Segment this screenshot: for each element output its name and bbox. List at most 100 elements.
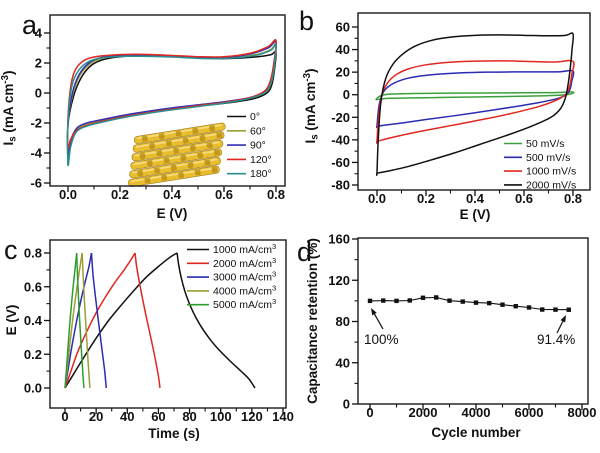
legend-item-90-: 90° bbox=[227, 140, 266, 152]
fiber-weave-shadow bbox=[199, 135, 206, 142]
fiber-weave-shadow bbox=[180, 154, 187, 161]
annotation-arrow-line bbox=[556, 319, 565, 334]
fiber-rod-highlight bbox=[135, 132, 221, 148]
data-point-marker bbox=[394, 298, 399, 304]
legend-label: 1000 mV/s bbox=[526, 166, 576, 178]
fiber-weave-shadow bbox=[197, 152, 204, 159]
inset-fiber-rod bbox=[131, 139, 224, 162]
legend-label: 50 mV/s bbox=[526, 138, 565, 150]
x-tick-label: 120 bbox=[241, 409, 263, 424]
panel-a-chart: 0.0 0.2 0.4 0.6 0.8 -6 -4 -2 0 2 4 E (V) Is (mA cm-3… bbox=[0, 14, 286, 221]
x-tick-label: 2000 bbox=[409, 405, 438, 420]
legend-item-1000-mv-s: 1000 mV/s bbox=[504, 166, 576, 178]
y-tick-label: 0.8 bbox=[24, 246, 42, 261]
x-axis-title: E (V) bbox=[460, 207, 491, 222]
y-tick-label: -4 bbox=[30, 146, 42, 161]
y-axis-title: E (V) bbox=[4, 305, 19, 336]
annotation-text: 100% bbox=[364, 332, 399, 347]
y-tick-label: 40 bbox=[336, 42, 350, 57]
fiber-weave-shadow bbox=[211, 166, 218, 173]
series-group bbox=[64, 252, 256, 389]
legend-label: 500 mV/s bbox=[526, 152, 570, 164]
series-curve-5000-ma-cm- bbox=[64, 252, 78, 389]
fiber-weave-shadow bbox=[137, 170, 144, 177]
annotation-text: 91.4% bbox=[537, 332, 575, 347]
axis-ticks: 0.0 0.2 0.4 0.6 0.8 -80 -60 -40 -20 0 20 40 60 bbox=[331, 20, 582, 207]
x-tick-label: 0.6 bbox=[215, 187, 233, 202]
x-tick-label: 40 bbox=[120, 409, 134, 424]
fiber-weave-shadow bbox=[158, 133, 165, 140]
inset-weave-group bbox=[128, 122, 226, 187]
panel-label-c: c bbox=[4, 235, 18, 265]
plot-frame bbox=[357, 237, 589, 405]
inset-fiber-rod bbox=[128, 165, 220, 187]
legend-item-500-mv-s: 500 mV/s bbox=[504, 152, 570, 164]
series-curve-2000-ma-cm- bbox=[64, 252, 136, 389]
fiber-weave-shadow bbox=[187, 162, 194, 169]
panel-label-b: b bbox=[299, 6, 315, 36]
x-tick-label: 20 bbox=[89, 409, 103, 424]
legend-label: 1000 mA/cm3 bbox=[213, 242, 276, 256]
data-point-marker bbox=[553, 307, 558, 312]
plot-frame bbox=[49, 239, 287, 409]
y-tick-label: 160 bbox=[328, 232, 350, 247]
panel-c-chart: 0 20 40 60 80 100 120 140 0.0 0.2 0.4 0.6 0.8 Time (s… bbox=[4, 239, 294, 441]
fiber-weave-shadow bbox=[173, 147, 180, 154]
fiber-weave-shadow bbox=[154, 167, 161, 174]
y-tick-label: 0.4 bbox=[24, 313, 43, 328]
axis-ticks: 0 2000 4000 6000 8000 0 40 80 120 160 bbox=[328, 232, 596, 421]
series-curve-1000-mv-s bbox=[375, 59, 575, 144]
series-curve-180- bbox=[66, 43, 277, 167]
data-point-marker bbox=[381, 298, 386, 303]
data-point-marker bbox=[487, 300, 492, 306]
panel-label-a: a bbox=[22, 10, 38, 40]
legend-item-5000-ma-cm-: 5000 mA/cm3 bbox=[187, 297, 276, 311]
panel-label-d: d bbox=[297, 237, 313, 267]
inset-fiber-rod bbox=[132, 131, 225, 153]
data-point-marker bbox=[367, 298, 373, 304]
y-tick-label: -40 bbox=[331, 132, 350, 147]
legend-label: 2000 mV/s bbox=[526, 179, 576, 191]
fiber-weave-shadow bbox=[144, 177, 151, 184]
series-curve-1000-ma-cm- bbox=[176, 252, 256, 389]
y-tick-label: 40 bbox=[336, 355, 350, 370]
x-tick-label: 0.0 bbox=[368, 191, 386, 206]
panel-d-chart: 0 2000 4000 6000 8000 0 40 80 120 160 Cycle number… bbox=[305, 232, 596, 441]
data-point-marker bbox=[434, 295, 439, 300]
legend-item-2000-ma-cm-: 2000 mA/cm3 bbox=[187, 256, 276, 270]
legend-item-50-mv-s: 50 mV/s bbox=[504, 138, 565, 150]
x-tick-label: 100 bbox=[210, 409, 232, 424]
x-tick-label: 0.2 bbox=[417, 191, 435, 206]
series-line-capacitance-retention bbox=[369, 296, 569, 311]
y-tick-label: 4 bbox=[35, 26, 43, 41]
x-axis-title: Time (s) bbox=[148, 426, 200, 441]
y-tick-label: 0.0 bbox=[24, 381, 42, 396]
data-point-marker bbox=[500, 302, 505, 307]
data-point-marker bbox=[407, 298, 412, 303]
legend-label: 120° bbox=[250, 154, 272, 166]
y-tick-label: -60 bbox=[331, 155, 350, 170]
y-tick-label: -6 bbox=[30, 176, 42, 191]
legend-item-180-: 180° bbox=[227, 168, 272, 180]
plot-frame bbox=[357, 12, 591, 191]
axis-ticks: 0.0 0.2 0.4 0.6 0.8 -6 -4 -2 0 2 4 bbox=[30, 26, 285, 203]
y-axis-title: Capacitance retention (%) bbox=[305, 238, 320, 404]
fiber-weave-shadow bbox=[206, 142, 213, 149]
x-axis-title: E (V) bbox=[157, 206, 188, 221]
series-curve-3000-ma-cm- bbox=[64, 252, 93, 389]
y-tick-label: 0.6 bbox=[24, 279, 42, 294]
legend-item-1000-ma-cm-: 1000 mA/cm3 bbox=[187, 242, 276, 256]
series-group bbox=[66, 38, 277, 167]
y-tick-label: 120 bbox=[328, 273, 350, 288]
series-curve-4000-ma-cm- bbox=[64, 252, 83, 389]
y-tick-label: 0.2 bbox=[24, 347, 42, 362]
y-tick-label: 60 bbox=[336, 20, 350, 35]
inset-fiber-rod bbox=[130, 148, 223, 170]
legend-item-2000-mv-s: 2000 mV/s bbox=[504, 179, 576, 191]
data-point-marker bbox=[420, 295, 426, 300]
annotation-arrowhead bbox=[371, 308, 377, 316]
plot-frame bbox=[49, 14, 286, 187]
